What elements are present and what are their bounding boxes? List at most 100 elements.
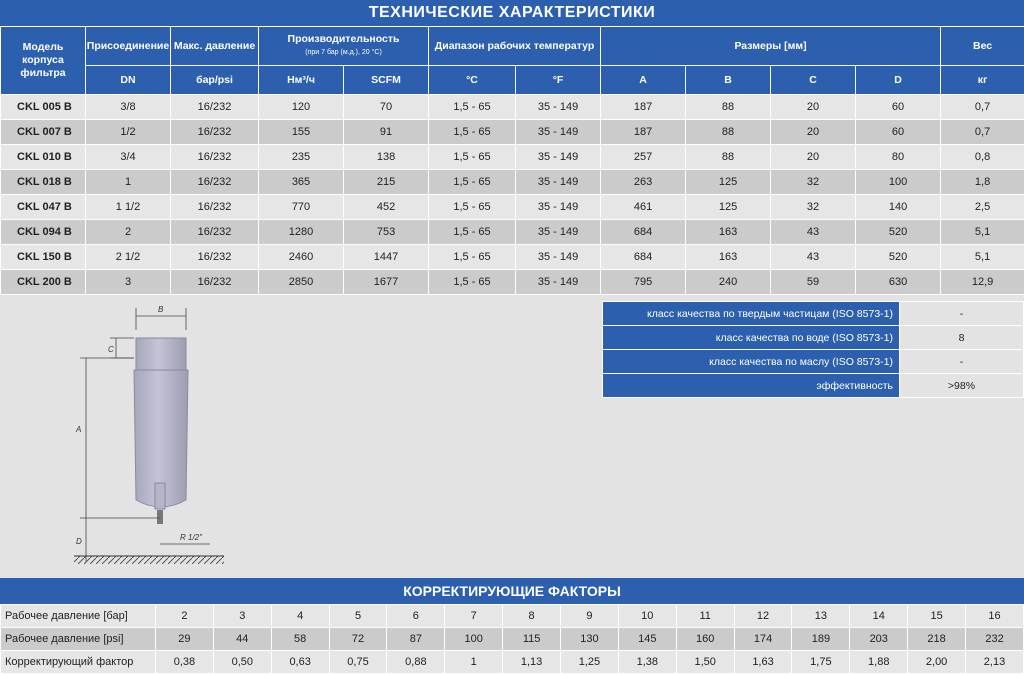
correction-cell: 87	[387, 628, 445, 651]
table-cell: 263	[601, 170, 686, 195]
quality-row: класс качества по маслу (ISO 8573-1)-	[603, 350, 1024, 374]
correction-cell: 115	[503, 628, 561, 651]
table-cell: 35 - 149	[516, 120, 601, 145]
unit-kg: кг	[941, 66, 1024, 95]
model-cell: CKL 005 B	[1, 95, 86, 120]
table-cell: 12,9	[941, 270, 1024, 295]
correction-cell: 218	[908, 628, 966, 651]
correction-cell: 0,63	[271, 651, 329, 674]
table-cell: 100	[856, 170, 941, 195]
unit-celsius: °С	[429, 66, 516, 95]
header-capacity: Производительность (при 7 бар (м.д.), 20…	[259, 27, 429, 66]
spec-table: Модель корпуса фильтра Присоединение Мак…	[0, 26, 1024, 295]
table-cell: 60	[856, 95, 941, 120]
correction-cell: 6	[387, 605, 445, 628]
quality-label: класс качества по твердым частицам (ISO …	[603, 302, 900, 326]
quality-label: класс качества по воде (ISO 8573-1)	[603, 326, 900, 350]
correction-cell: 2,00	[908, 651, 966, 674]
dim-a-label: A	[75, 425, 81, 434]
table-cell: 1,8	[941, 170, 1024, 195]
table-cell: 0,7	[941, 95, 1024, 120]
table-cell: 684	[601, 220, 686, 245]
table-cell: 20	[771, 145, 856, 170]
table-cell: 88	[686, 145, 771, 170]
table-cell: 70	[344, 95, 429, 120]
correction-cell: 72	[329, 628, 387, 651]
table-cell: 20	[771, 120, 856, 145]
table-cell: 1,5 - 65	[429, 95, 516, 120]
correction-cell: 10	[618, 605, 676, 628]
correction-cell: 14	[850, 605, 908, 628]
ground-hatch	[74, 556, 224, 564]
dim-c-label: C	[108, 345, 114, 354]
table-cell: 1,5 - 65	[429, 245, 516, 270]
correction-cell: 15	[908, 605, 966, 628]
table-cell: 461	[601, 195, 686, 220]
table-cell: 215	[344, 170, 429, 195]
table-cell: 1677	[344, 270, 429, 295]
table-cell: 120	[259, 95, 344, 120]
table-cell: 3	[86, 270, 171, 295]
table-cell: 16/232	[171, 170, 259, 195]
correction-cell: 29	[156, 628, 214, 651]
table-cell: 795	[601, 270, 686, 295]
unit-fahrenheit: °F	[516, 66, 601, 95]
table-cell: 35 - 149	[516, 95, 601, 120]
correction-cell: 1	[445, 651, 503, 674]
table-cell: 59	[771, 270, 856, 295]
unit-d: D	[856, 66, 941, 95]
correction-cell: 174	[734, 628, 792, 651]
table-cell: 80	[856, 145, 941, 170]
unit-b: B	[686, 66, 771, 95]
correction-cell: 1,75	[792, 651, 850, 674]
header-pressure: Макс. давление	[171, 27, 259, 66]
correction-cell: 1,63	[734, 651, 792, 674]
table-cell: 35 - 149	[516, 170, 601, 195]
correction-label: Рабочее давление [psi]	[1, 628, 156, 651]
table-cell: 125	[686, 170, 771, 195]
header-connection: Присоединение	[86, 27, 171, 66]
filter-drawing: B C A D R 1/2"	[0, 300, 600, 576]
header-capacity-label: Производительность	[288, 33, 400, 45]
unit-a: A	[601, 66, 686, 95]
correction-cell: 9	[561, 605, 619, 628]
table-cell: 35 - 149	[516, 195, 601, 220]
correction-cell: 8	[503, 605, 561, 628]
header-weight: Вес	[941, 27, 1024, 66]
table-cell: 155	[259, 120, 344, 145]
table-cell: 16/232	[171, 245, 259, 270]
table-cell: 520	[856, 245, 941, 270]
quality-label: класс качества по маслу (ISO 8573-1)	[603, 350, 900, 374]
table-cell: 43	[771, 220, 856, 245]
table-cell: 35 - 149	[516, 270, 601, 295]
correction-cell: 1,88	[850, 651, 908, 674]
table-cell: 1280	[259, 220, 344, 245]
correction-cell: 2	[156, 605, 214, 628]
table-cell: 1,5 - 65	[429, 195, 516, 220]
table-cell: 16/232	[171, 145, 259, 170]
quality-value: -	[900, 350, 1024, 374]
correction-cell: 12	[734, 605, 792, 628]
correction-cell: 0,38	[156, 651, 214, 674]
quality-row: класс качества по воде (ISO 8573-1)8	[603, 326, 1024, 350]
quality-label: эффективность	[603, 374, 900, 398]
table-cell: 365	[259, 170, 344, 195]
quality-value: -	[900, 302, 1024, 326]
model-cell: CKL 047 B	[1, 195, 86, 220]
quality-row: эффективность>98%	[603, 374, 1024, 398]
correction-cell: 100	[445, 628, 503, 651]
table-cell: 187	[601, 120, 686, 145]
correction-cell: 1,38	[618, 651, 676, 674]
correction-cell: 130	[561, 628, 619, 651]
correction-cell: 58	[271, 628, 329, 651]
table-cell: 5,1	[941, 220, 1024, 245]
table-cell: 16/232	[171, 95, 259, 120]
unit-pressure: бар/psi	[171, 66, 259, 95]
table-cell: 235	[259, 145, 344, 170]
